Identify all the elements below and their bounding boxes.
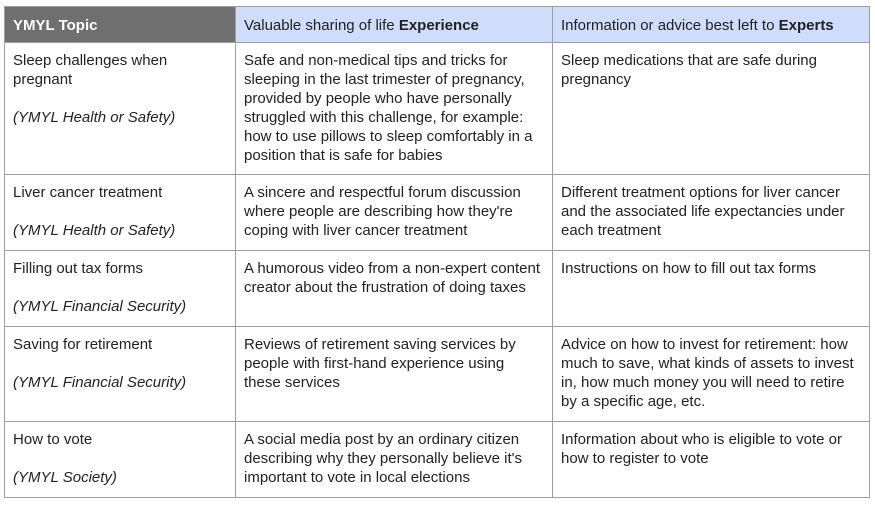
experts-cell: Sleep medications that are safe during p… [552, 42, 870, 175]
ymyl-category: (YMYL Society) [13, 469, 117, 486]
topic-cell: Liver cancer treatment (YMYL Health or S… [4, 174, 236, 251]
experts-cell: Instructions on how to fill out tax form… [552, 250, 870, 327]
ymyl-category: (YMYL Health or Safety) [13, 222, 176, 239]
header-experience-emphasis: Experience [398, 16, 479, 34]
header-ymyl-topic: YMYL Topic [4, 6, 236, 43]
header-experts: Information or advice best left to Exper… [552, 6, 870, 43]
header-experience-prefix: Valuable sharing of life [244, 16, 399, 34]
topic-name: Sleep challenges when pregnant [13, 52, 168, 88]
ymyl-table-container: YMYL Topic Valuable sharing of life Expe… [4, 6, 870, 498]
ymyl-category: (YMYL Financial Security) [13, 298, 187, 315]
topic-cell: Sleep challenges when pregnant (YMYL Hea… [4, 42, 236, 175]
topic-name: Saving for retirement [13, 336, 153, 353]
table-row: How to vote (YMYL Society) A social medi… [4, 421, 870, 498]
topic-name: Filling out tax forms [13, 260, 144, 277]
experience-cell: A social media post by an ordinary citiz… [235, 421, 553, 498]
topic-cell: Saving for retirement (YMYL Financial Se… [4, 326, 236, 422]
ymyl-comparison-table: YMYL Topic Valuable sharing of life Expe… [4, 6, 870, 498]
experience-cell: Safe and non-medical tips and tricks for… [235, 42, 553, 175]
table-row: Sleep challenges when pregnant (YMYL Hea… [4, 42, 870, 175]
table-row: Liver cancer treatment (YMYL Health or S… [4, 174, 870, 251]
experts-cell: Different treatment options for liver ca… [552, 174, 870, 251]
topic-name: Liver cancer treatment [13, 184, 163, 201]
experts-cell: Advice on how to invest for retirement: … [552, 326, 870, 422]
table-row: Saving for retirement (YMYL Financial Se… [4, 326, 870, 422]
experience-cell: A sincere and respectful forum discussio… [235, 174, 553, 251]
topic-cell: Filling out tax forms (YMYL Financial Se… [4, 250, 236, 327]
topic-name: How to vote [13, 431, 93, 448]
experience-cell: A humorous video from a non-expert conte… [235, 250, 553, 327]
table-row: Filling out tax forms (YMYL Financial Se… [4, 250, 870, 327]
header-experience: Valuable sharing of life Experience [235, 6, 553, 43]
experience-cell: Reviews of retirement saving services by… [235, 326, 553, 422]
ymyl-category: (YMYL Health or Safety) [13, 109, 176, 126]
topic-cell: How to vote (YMYL Society) [4, 421, 236, 498]
experts-cell: Information about who is eligible to vot… [552, 421, 870, 498]
table-header-row: YMYL Topic Valuable sharing of life Expe… [4, 6, 870, 43]
ymyl-category: (YMYL Financial Security) [13, 374, 187, 391]
header-experts-emphasis: Experts [778, 16, 834, 34]
header-experts-prefix: Information or advice best left to [561, 16, 779, 34]
